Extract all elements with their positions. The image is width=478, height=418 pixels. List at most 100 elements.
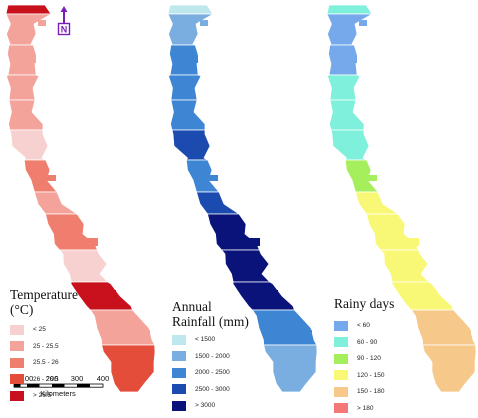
scale-bar-segment bbox=[14, 384, 21, 388]
legend-label: < 25 bbox=[33, 326, 46, 333]
legend-label: < 60 bbox=[357, 322, 370, 329]
map-region bbox=[461, 330, 471, 338]
legend-swatch bbox=[10, 357, 24, 368]
map-region bbox=[9, 129, 49, 161]
scale-tick-300: 300 bbox=[71, 374, 84, 383]
legend-swatch bbox=[10, 341, 24, 351]
scale-tick-400: 400 bbox=[97, 374, 110, 383]
legend-swatch bbox=[334, 353, 348, 364]
map-region bbox=[38, 20, 46, 26]
scale-bar-segment bbox=[52, 384, 65, 388]
map-region bbox=[168, 74, 202, 101]
map-region bbox=[170, 99, 206, 131]
scale-bar-segment bbox=[27, 384, 40, 388]
legend-title-line: Temperature bbox=[10, 287, 79, 302]
map-region bbox=[379, 249, 430, 283]
scale-bar: 0 100 200 300 400 Kilometers bbox=[12, 374, 109, 398]
map-region bbox=[270, 290, 278, 300]
map-region bbox=[196, 191, 241, 215]
north-label: N bbox=[61, 25, 68, 35]
map-region bbox=[101, 344, 156, 393]
map-region bbox=[329, 99, 365, 131]
map-region bbox=[8, 99, 44, 131]
legend-title: Temperature (°C) bbox=[10, 287, 78, 317]
legend-label: > 26.5 bbox=[33, 392, 52, 399]
legend-swatch bbox=[172, 334, 186, 345]
map-region bbox=[407, 238, 419, 246]
legend-swatch bbox=[172, 400, 186, 411]
legend-label: 90 - 120 bbox=[357, 355, 381, 362]
north-arrow-icon: N bbox=[57, 6, 71, 36]
legend-swatch bbox=[10, 324, 24, 335]
map-region bbox=[302, 330, 312, 338]
map-region bbox=[251, 309, 318, 346]
map-region bbox=[355, 191, 400, 215]
scale-tick-200: 200 bbox=[46, 374, 59, 383]
legend-label: > 180 bbox=[357, 404, 374, 412]
legend-label: > 3000 bbox=[195, 402, 216, 409]
map-region bbox=[391, 281, 454, 311]
legend-item: < 60 bbox=[334, 319, 394, 332]
map-region bbox=[171, 129, 211, 161]
map-region bbox=[410, 309, 477, 346]
legend-label: 150 - 180 bbox=[357, 388, 385, 395]
map-panels: N 0 100 200 300 400 Kilometers bbox=[5, 4, 477, 398]
legend-title-line: (°C) bbox=[10, 302, 34, 317]
legend-item: 150 - 180 bbox=[334, 385, 394, 398]
map-region bbox=[140, 330, 150, 338]
legend-swatch bbox=[334, 403, 348, 413]
legend-label: 2000 - 2500 bbox=[195, 369, 230, 376]
legend-label: 2500 - 3000 bbox=[195, 385, 230, 393]
map-region bbox=[192, 55, 198, 63]
rainy-days-map bbox=[326, 4, 477, 393]
legend-title-line: Rainy days bbox=[334, 296, 395, 311]
legend-swatch bbox=[172, 367, 186, 378]
legend-label: 60 - 90 bbox=[357, 338, 378, 346]
legend-swatch bbox=[334, 337, 348, 347]
legend-item: > 180 bbox=[334, 402, 394, 415]
legend-item: 25 - 25.5 bbox=[10, 340, 78, 353]
map-region bbox=[200, 20, 208, 26]
map-region bbox=[367, 175, 377, 181]
legend-item: 1500 - 2000 bbox=[172, 350, 249, 363]
legend-label: 26 - 26.5 bbox=[33, 375, 59, 383]
legend-label: < 1500 bbox=[195, 336, 216, 343]
legend-item: > 26.5 bbox=[10, 389, 78, 402]
map-region bbox=[70, 281, 133, 311]
map-region bbox=[167, 4, 214, 15]
map-region bbox=[34, 191, 79, 215]
map-region bbox=[326, 4, 373, 15]
map-region bbox=[86, 238, 98, 246]
map-region bbox=[108, 290, 116, 300]
legend-label: 120 - 150 bbox=[357, 371, 385, 379]
map-region bbox=[208, 175, 218, 181]
legend-item: 120 - 150 bbox=[334, 369, 394, 382]
rainfall-legend: Annual Rainfall (mm) < 1500 1500 - 2000 … bbox=[172, 299, 249, 416]
map-region bbox=[5, 13, 53, 46]
map-region bbox=[263, 344, 318, 393]
legend-label: 25.5 - 26 bbox=[33, 359, 59, 366]
map-region bbox=[429, 290, 437, 300]
legend-item: < 25 bbox=[10, 323, 78, 336]
legend-item: > 3000 bbox=[172, 399, 249, 412]
scale-tick-100: 100 bbox=[21, 374, 34, 383]
legend-item: 2000 - 2500 bbox=[172, 366, 249, 379]
map-region bbox=[58, 249, 109, 283]
legend-swatch bbox=[334, 386, 348, 397]
scale-unit-label: Kilometers bbox=[40, 389, 76, 398]
legend-label: 25 - 25.5 bbox=[33, 342, 59, 350]
legend-title-line: Rainfall (mm) bbox=[172, 314, 249, 329]
map-region bbox=[89, 309, 156, 346]
legend-swatch bbox=[334, 320, 348, 331]
legend-item: 25.5 - 26 bbox=[10, 356, 78, 369]
map-region bbox=[326, 13, 374, 46]
legend-swatch bbox=[172, 384, 186, 394]
legend-title: Annual Rainfall (mm) bbox=[172, 299, 249, 329]
legend-item: 26 - 26.5 bbox=[10, 373, 78, 386]
legend-item: < 1500 bbox=[172, 333, 249, 346]
legend-swatch bbox=[10, 390, 24, 401]
map-region bbox=[30, 55, 36, 63]
legend-title-line: Annual bbox=[172, 299, 212, 314]
map-region bbox=[248, 238, 260, 246]
temperature-map bbox=[5, 4, 156, 393]
